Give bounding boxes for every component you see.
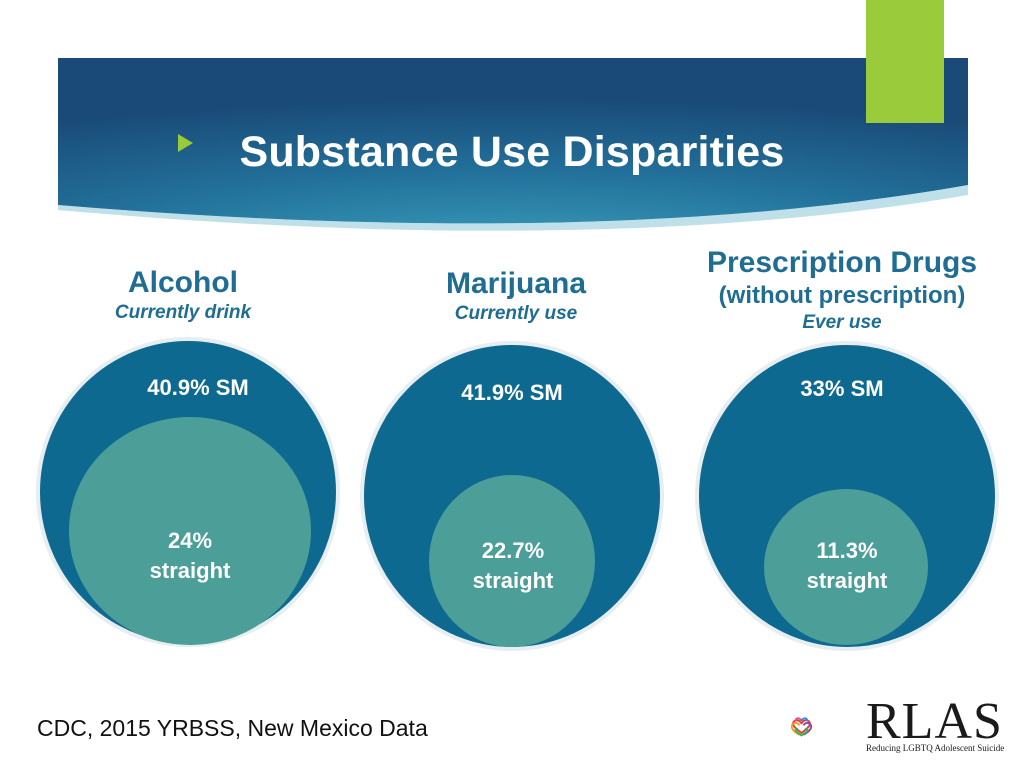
- prescription-subtitle: Ever use: [802, 312, 882, 333]
- marijuana-title: Marijuana: [445, 267, 587, 300]
- marijuana-straight-label: 22.7% straight: [413, 536, 613, 596]
- marijuana-circles: [360, 341, 664, 651]
- marijuana-straight-value: 22.7%: [481, 538, 545, 563]
- prescription-straight-value: 11.3%: [816, 538, 878, 563]
- prescription-sm-label: 33% SM: [800, 376, 884, 401]
- source-citation: CDC, 2015 YRBSS, New Mexico Data: [37, 715, 428, 741]
- logo-tagline: Reducing LGBTQ Adolescent Suicide: [866, 743, 1005, 753]
- alcohol-straight-word: straight: [149, 558, 231, 583]
- alcohol-straight-label: 24% straight: [90, 526, 290, 586]
- marijuana-straight-word: straight: [472, 568, 554, 593]
- alcohol-subtitle: Currently drink: [114, 302, 252, 323]
- alcohol-circles: [36, 337, 340, 647]
- title-banner: [58, 58, 968, 231]
- alcohol-straight-circle: [69, 417, 311, 645]
- page-title: Substance Use Disparities: [239, 128, 785, 176]
- prescription-straight-circle: [764, 489, 928, 645]
- marijuana-straight-circle: [429, 475, 595, 647]
- prescription-straight-word: straight: [806, 568, 888, 593]
- prescription-straight-label: 11.3% straight: [747, 536, 947, 596]
- alcohol-sm-label: 40.9% SM: [147, 375, 249, 400]
- prescription-circles: [695, 341, 999, 651]
- alcohol-heading: Alcohol Currently drink: [62, 266, 304, 324]
- alcohol-straight-value: 24%: [167, 528, 213, 553]
- play-arrow-icon: [178, 134, 193, 152]
- accent-bar: [866, 0, 944, 123]
- marijuana-heading: Marijuana Currently use: [395, 267, 637, 325]
- logo-wordmark: RLAS: [866, 693, 1003, 750]
- prescription-qualifier: (without prescription): [718, 282, 966, 309]
- alcohol-title: Alcohol: [128, 266, 238, 299]
- interlocking-hearts-icon: [790, 717, 813, 737]
- prescription-heading: Prescription Drugs (without prescription…: [672, 246, 1012, 334]
- prescription-title: Prescription Drugs: [706, 246, 978, 279]
- marijuana-subtitle: Currently use: [454, 303, 578, 324]
- marijuana-sm-label: 41.9% SM: [461, 380, 563, 405]
